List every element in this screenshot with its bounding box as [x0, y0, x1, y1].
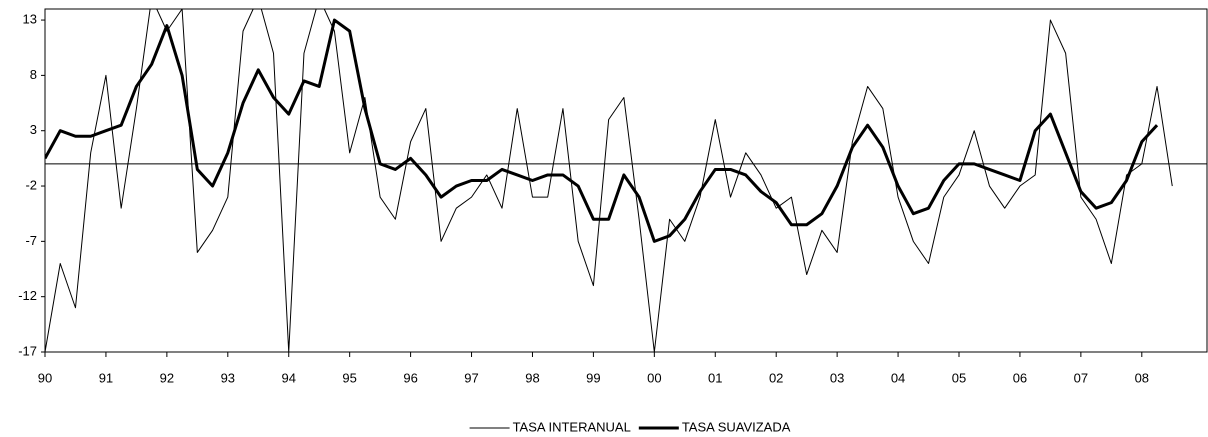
plot-frame — [44, 8, 1208, 353]
y-tick-label: -2 — [25, 177, 37, 192]
legend-label: TASA SUAVIZADA — [682, 419, 791, 434]
legend-label: TASA INTERANUAL — [513, 419, 631, 434]
y-tick-label: -7 — [25, 233, 37, 248]
x-tick-label: 06 — [1013, 370, 1027, 385]
x-tick-label: 98 — [525, 370, 539, 385]
x-tick-label: 00 — [647, 370, 661, 385]
x-tick-label: 90 — [38, 370, 52, 385]
y-tick-label: -17 — [18, 343, 37, 358]
x-tick-label: 01 — [708, 370, 722, 385]
x-tick-label: 92 — [160, 370, 174, 385]
x-tick-label: 91 — [99, 370, 113, 385]
x-tick-label: 07 — [1074, 370, 1088, 385]
x-tick-label: 02 — [769, 370, 783, 385]
y-tick-label: 13 — [23, 12, 37, 27]
x-tick-label: 05 — [952, 370, 966, 385]
x-tick-label: 93 — [221, 370, 235, 385]
y-tick-label: 3 — [30, 122, 37, 137]
series-line — [45, 18, 1159, 243]
x-tick-label: 99 — [586, 370, 600, 385]
y-tick-label: -12 — [18, 288, 37, 303]
x-tick-label: 96 — [403, 370, 417, 385]
x-tick-label: 97 — [464, 370, 478, 385]
x-tick-label: 03 — [830, 370, 844, 385]
x-tick-label: 08 — [1135, 370, 1149, 385]
x-tick-label: 94 — [281, 370, 295, 385]
x-tick-label: 95 — [342, 370, 356, 385]
x-tick-label: 04 — [891, 370, 905, 385]
y-tick-label: 8 — [30, 67, 37, 82]
